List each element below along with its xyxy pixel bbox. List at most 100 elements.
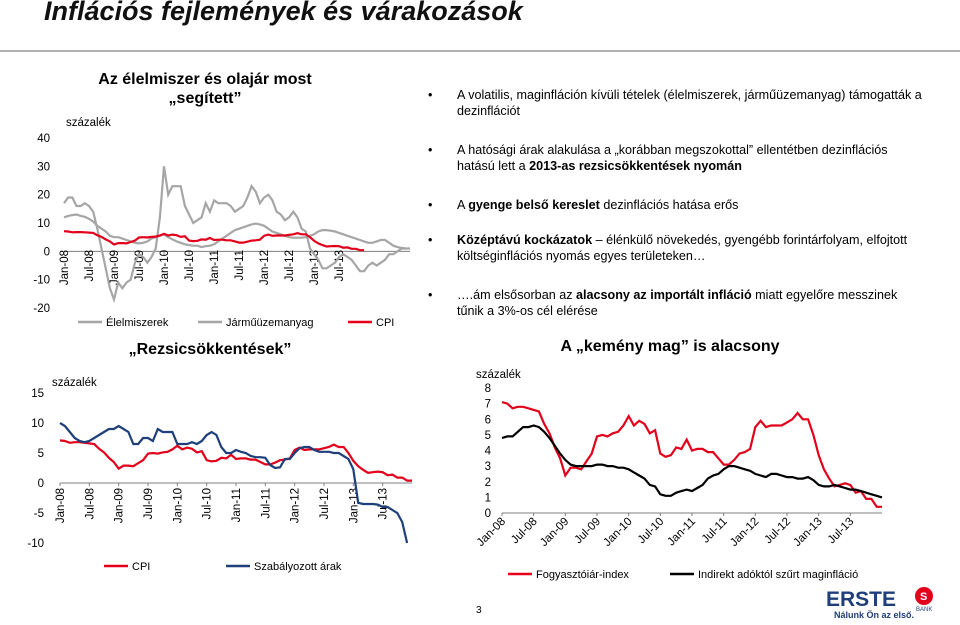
y-tick-label: 10 — [31, 418, 44, 430]
series-line — [63, 230, 365, 252]
y-tick-label: -10 — [27, 538, 44, 550]
x-tick-label: Jan-11 — [231, 488, 243, 522]
bullet-text-bold: gyenge belső kereslet — [468, 198, 600, 212]
x-tick-label: Jan-12 — [259, 250, 271, 285]
x-tick-label: Jul-10 — [202, 488, 214, 519]
legend-label: Élelmiszerek — [106, 316, 169, 329]
x-tick-label: Jul-09 — [143, 488, 155, 519]
x-tick-label: Jan-10 — [159, 250, 171, 285]
chart3-title-text: A „kemény mag” is alacsony — [560, 338, 780, 355]
header: Inflációs fejlemények és várakozások — [0, 0, 960, 52]
x-tick-label: Jul-13 — [826, 516, 857, 547]
x-tick-label: Jan-11 — [665, 516, 698, 549]
legend-label: Járműüzemanyag — [226, 317, 313, 329]
x-tick-label: Jan-09 — [109, 250, 121, 285]
legend-label: Szabályozott árak — [254, 561, 342, 573]
x-tick-label: Jan-12 — [290, 488, 302, 523]
legend-label: CPI — [132, 561, 150, 573]
chart1-title: Az élelmiszer és olajár most „segített” — [60, 70, 350, 108]
y-tick-label: -10 — [33, 275, 50, 287]
y-tick-label: 30 — [37, 161, 50, 173]
series-line — [63, 213, 410, 250]
logo-s-glyph: S — [920, 591, 927, 603]
x-tick-label: Jul-11 — [700, 516, 730, 546]
bullet-text: A volatilis, maginfláción kívüli tételek… — [457, 87, 927, 119]
logo-name: ERSTE — [826, 588, 896, 611]
utility-price-chart: -10 -5 0 5 10 15 százalék Jan-08 Jul-08 Jan-09 Jul… — [27, 377, 412, 573]
y-tick-label: 2 — [485, 477, 491, 489]
chart1-title-text: Az élelmiszer és olajár most „segített” — [98, 71, 312, 107]
series-line — [501, 401, 882, 508]
y-tick-label: 5 — [38, 448, 44, 460]
chart2-title: „Rezsicsökkentések” — [90, 340, 330, 359]
x-tick-label: Jul-08 — [509, 516, 540, 547]
y-tick-label: 4 — [485, 446, 492, 458]
erste-logo-mark: ERSTE S BANK Nálunk Ön az első. — [826, 587, 933, 620]
series-line — [63, 166, 406, 304]
chart3-title: A „kemény mag” is alacsony — [500, 337, 840, 356]
bullet-text: ….ám elsősorban az alacsony az importált… — [457, 287, 927, 319]
x-tick-label: Jul-13 — [378, 488, 390, 519]
legend-label: CPI — [376, 317, 394, 329]
x-tick-label: Jul-10 — [184, 250, 196, 281]
x-tick-label: Jan-08 — [475, 516, 508, 549]
x-tick-label: Jul-12 — [284, 250, 296, 281]
bullet-dot: • — [428, 198, 433, 212]
x-tick-label: Jan-11 — [209, 250, 221, 284]
bullet-text-part: A volatilis, maginfláción kívüli tételek… — [457, 88, 922, 118]
series-line — [59, 439, 412, 482]
y-tick-label: 15 — [31, 388, 44, 400]
y-tick-label: 5 — [485, 430, 491, 442]
x-tick-label: Jul-08 — [84, 250, 96, 281]
legend-label: Indirekt adóktól szűrt maginfláció — [698, 569, 858, 581]
x-tick-label: Jul-12 — [319, 488, 331, 519]
y-axis-label: százalék — [66, 117, 111, 129]
legend-label: Fogyasztóiár-index — [536, 569, 629, 581]
series-line — [59, 422, 409, 544]
bullet-text-part: miatt egyelőre messzinek tűnik a 3%-os c… — [457, 288, 898, 318]
x-tick-label: Jan-10 — [172, 488, 184, 523]
x-tick-label: Jul-13 — [334, 250, 346, 281]
x-tick-label: Jan-09 — [538, 516, 571, 549]
x-tick-label: Jan-08 — [55, 488, 67, 523]
logo-slogan: Nálunk Ön az első. — [834, 610, 914, 620]
bullet-dot: • — [428, 143, 433, 157]
bullet-text: Középtávú kockázatok – élénkülő növekedé… — [457, 232, 927, 264]
series-line — [501, 424, 883, 499]
chart2-title-text: „Rezsicsökkentések” — [128, 341, 292, 358]
x-tick-label: Jan-08 — [59, 250, 71, 285]
x-tick-label: Jan-09 — [114, 488, 126, 523]
bullet-text-part: dezinflációs hatása erős — [599, 198, 739, 212]
bullet-text-part: A — [457, 198, 469, 212]
y-axis-label: százalék — [52, 377, 97, 389]
x-tick-label: Jul-11 — [260, 488, 272, 518]
bullet-text: A gyenge belső kereslet dezinflációs hat… — [457, 197, 927, 213]
y-tick-label: 6 — [485, 414, 491, 426]
x-tick-label: Jul-09 — [572, 516, 603, 547]
bullet-dot: • — [428, 288, 433, 302]
logo-s-icon — [915, 587, 933, 605]
y-tick-label: -20 — [33, 303, 50, 315]
y-tick-label: 7 — [485, 399, 491, 411]
page-title: Inflációs fejlemények és várakozások — [44, 0, 523, 26]
y-tick-label: 1 — [485, 492, 491, 504]
bullet-text-bold: alacsony az importált infláció — [576, 288, 752, 302]
y-tick-label: 0 — [44, 246, 50, 258]
x-tick-label: Jan-10 — [601, 516, 634, 549]
bullet-text-part: – élénkülő növekedés, gyengébb forintárf… — [457, 233, 908, 263]
y-tick-label: 10 — [37, 218, 50, 230]
y-tick-label: 40 — [37, 133, 50, 145]
y-tick-label: -5 — [34, 508, 44, 520]
bullet-text: A hatósági árak alakulása a „korábban me… — [457, 142, 927, 174]
bullet-text-part: A hatósági árak alakulása a „korábban me… — [457, 143, 888, 173]
y-axis-label: százalék — [476, 369, 521, 381]
header-divider — [0, 50, 960, 52]
page-number: 3 — [476, 605, 482, 616]
y-tick-label: 20 — [37, 190, 50, 202]
x-tick-label: Jan-13 — [348, 488, 360, 523]
bullet-text-part: ….ám elsősorban az — [457, 288, 576, 302]
bullet-text-bold: Középtávú kockázatok — [457, 233, 593, 247]
x-tick-label: Jul-10 — [636, 516, 667, 547]
bullet-dot: • — [428, 88, 433, 102]
